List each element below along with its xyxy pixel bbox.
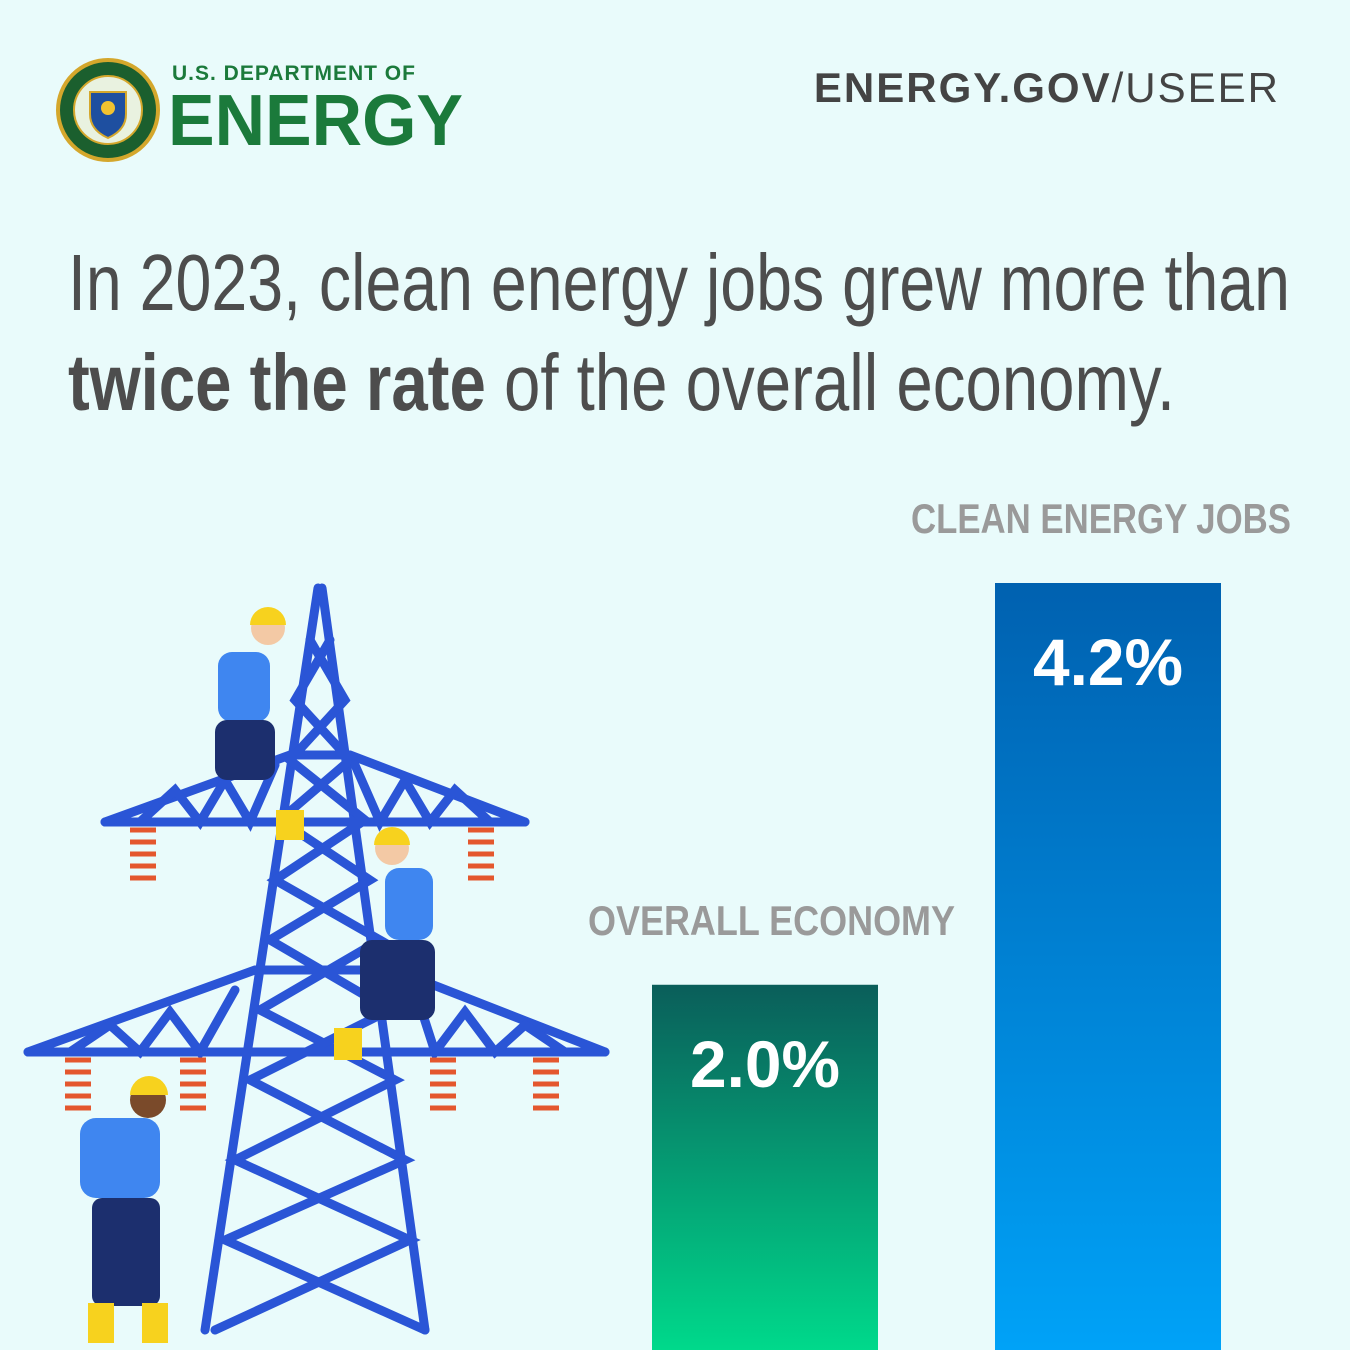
- workers: [80, 607, 435, 1343]
- bar: [995, 583, 1221, 1350]
- agency-line: U.S. DEPARTMENT OF: [172, 62, 416, 85]
- headline-rest: of the overall economy.: [486, 338, 1175, 427]
- headline-line1: In 2023, clean energy jobs grew more tha…: [68, 238, 1290, 327]
- seal: [56, 58, 160, 162]
- value-label: 4.2%: [1033, 625, 1183, 699]
- url-rest: /USEER: [1112, 64, 1280, 111]
- category-label: CLEAN ENERGY JOBS: [911, 495, 1291, 542]
- agency-name: ENERGY: [168, 81, 463, 161]
- url-bold: ENERGY.GOV: [814, 64, 1112, 111]
- bar-chart: 2.0% OVERALL ECONOMY 4.2% CLEAN ENERGY JOBS: [588, 495, 1291, 1350]
- headline-line2: twice the rate of the overall economy.: [68, 338, 1175, 427]
- headline-emphasis: twice the rate: [68, 338, 486, 427]
- bar: [652, 984, 878, 1350]
- insulators: [65, 827, 559, 1111]
- value-label: 2.0%: [690, 1027, 840, 1101]
- website: ENERGY.GOV/USEER: [814, 64, 1280, 111]
- category-label: OVERALL ECONOMY: [588, 897, 955, 944]
- tower-illustration: [23, 583, 610, 1335]
